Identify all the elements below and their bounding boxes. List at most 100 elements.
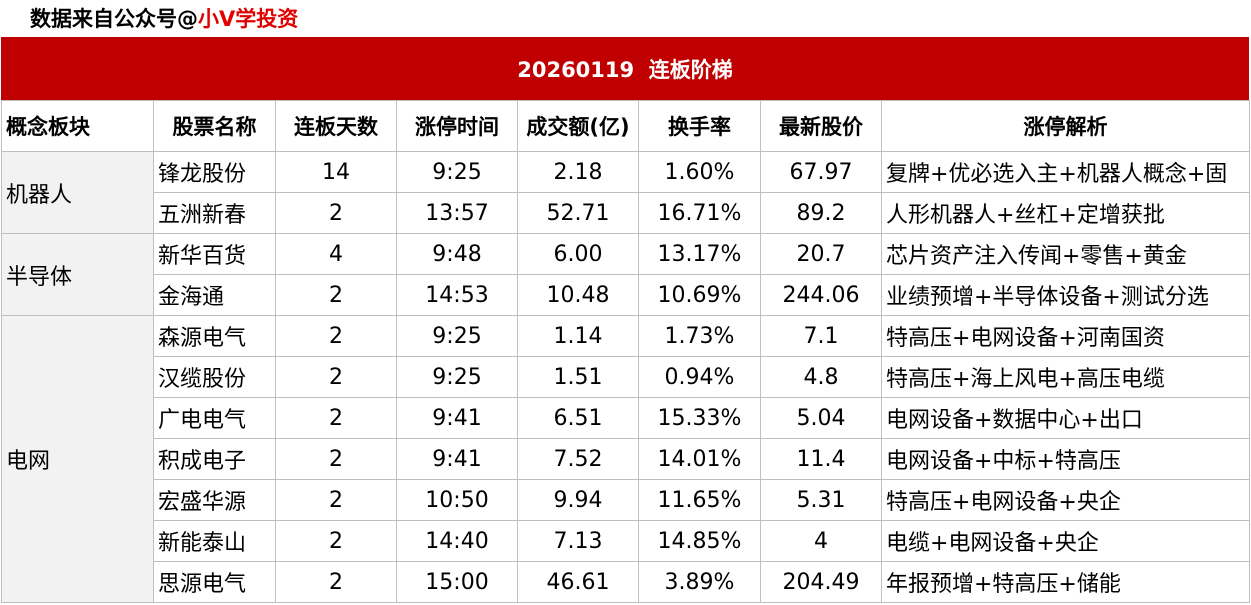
sector-cell: 电网 (1, 315, 154, 603)
reason-cell: 年报预增+特高压+储能 (881, 561, 1250, 603)
sector-cell: 半导体 (1, 233, 154, 316)
time-cell: 9:25 (396, 356, 518, 398)
table-row: 半导体 新华百货 4 9:48 6.00 13.17% 20.7 芯片资产注入传… (1, 233, 1250, 316)
sector-cell: 机器人 (1, 151, 154, 234)
time-cell: 9:48 (396, 233, 518, 275)
reason-cell: 电网设备+中标+特高压 (881, 438, 1250, 480)
stock-name-cell: 汉缆股份 (153, 356, 276, 398)
stock-name-cell: 广电电气 (153, 397, 276, 439)
amount-cell: 7.52 (517, 438, 639, 480)
amount-cell: 10.48 (517, 274, 639, 316)
reason-cell: 特高压+电网设备+央企 (881, 479, 1250, 521)
time-cell: 9:25 (396, 315, 518, 357)
days-cell: 2 (275, 274, 397, 316)
stock-name-cell: 金海通 (153, 274, 276, 316)
table-row: 电网 森源电气 2 9:25 1.14 1.73% 7.1 特高压+电网设备+河… (1, 315, 1250, 603)
price-cell: 5.31 (760, 479, 882, 521)
header-reason: 涨停解析 (881, 100, 1250, 152)
days-cell: 2 (275, 192, 397, 234)
price-cell: 4 (760, 520, 882, 562)
turnover-cell: 16.71% (638, 192, 761, 234)
days-cell: 2 (275, 356, 397, 398)
reason-cell: 复牌+优必选入主+机器人概念+固 (881, 151, 1250, 193)
table-row: 广电电气 2 9:41 6.51 15.33% 5.04 电网设备+数据中心+出… (2, 397, 1250, 439)
header-price: 最新股价 (760, 100, 882, 152)
price-cell: 89.2 (760, 192, 882, 234)
turnover-cell: 1.73% (638, 315, 761, 357)
stock-name-cell: 积成电子 (153, 438, 276, 480)
header-amount: 成交额(亿) (517, 100, 639, 152)
days-cell: 2 (275, 561, 397, 603)
time-cell: 14:40 (396, 520, 518, 562)
header-stock-name: 股票名称 (153, 100, 276, 152)
header-row: 概念板块 股票名称 连板天数 涨停时间 成交额(亿) 换手率 最新股价 涨停解析 (1, 100, 1250, 152)
table-row: 新能泰山 2 14:40 7.13 14.85% 4 电缆+电网设备+央企 (2, 520, 1250, 562)
stock-name-cell: 宏盛华源 (153, 479, 276, 521)
reason-cell: 特高压+海上风电+高压电缆 (881, 356, 1250, 398)
amount-cell: 52.71 (517, 192, 639, 234)
time-cell: 9:41 (396, 438, 518, 480)
amount-cell: 1.51 (517, 356, 639, 398)
amount-cell: 6.51 (517, 397, 639, 439)
turnover-cell: 13.17% (638, 233, 761, 275)
amount-cell: 1.14 (517, 315, 639, 357)
days-cell: 14 (275, 151, 397, 193)
source-brand: 小V学投资 (198, 7, 299, 31)
amount-cell: 9.94 (517, 479, 639, 521)
stock-name-cell: 森源电气 (153, 315, 276, 357)
limit-up-ladder-table: 概念板块 股票名称 连板天数 涨停时间 成交额(亿) 换手率 最新股价 涨停解析… (1, 100, 1250, 603)
price-cell: 7.1 (760, 315, 882, 357)
table-row: 金海通 2 14:53 10.48 10.69% 244.06 业绩预增+半导体… (2, 274, 1250, 316)
turnover-cell: 0.94% (638, 356, 761, 398)
header-consecutive-days: 连板天数 (275, 100, 397, 152)
amount-cell: 6.00 (517, 233, 639, 275)
price-cell: 11.4 (760, 438, 882, 480)
price-cell: 4.8 (760, 356, 882, 398)
days-cell: 2 (275, 479, 397, 521)
stock-name-cell: 新华百货 (153, 233, 276, 275)
stock-name-cell: 五洲新春 (153, 192, 276, 234)
price-cell: 204.49 (760, 561, 882, 603)
amount-cell: 46.61 (517, 561, 639, 603)
table-row: 积成电子 2 9:41 7.52 14.01% 11.4 电网设备+中标+特高压 (2, 438, 1250, 480)
time-cell: 9:25 (396, 151, 518, 193)
days-cell: 2 (275, 520, 397, 562)
time-cell: 14:53 (396, 274, 518, 316)
turnover-cell: 14.01% (638, 438, 761, 480)
reason-cell: 人形机器人+丝杠+定增获批 (881, 192, 1250, 234)
header-sector: 概念板块 (1, 100, 154, 152)
time-cell: 15:00 (396, 561, 518, 603)
turnover-cell: 1.60% (638, 151, 761, 193)
table-row: 五洲新春 2 13:57 52.71 16.71% 89.2 人形机器人+丝杠+… (2, 192, 1250, 234)
time-cell: 9:41 (396, 397, 518, 439)
reason-cell: 电缆+电网设备+央企 (881, 520, 1250, 562)
reason-cell: 芯片资产注入传闻+零售+黄金 (881, 233, 1250, 275)
days-cell: 2 (275, 397, 397, 439)
table-title: 20260119 连板阶梯 (1, 37, 1249, 100)
price-cell: 67.97 (760, 151, 882, 193)
header-turnover: 换手率 (638, 100, 761, 152)
time-cell: 13:57 (396, 192, 518, 234)
turnover-cell: 3.89% (638, 561, 761, 603)
turnover-cell: 11.65% (638, 479, 761, 521)
header-limit-up-time: 涨停时间 (396, 100, 518, 152)
days-cell: 2 (275, 315, 397, 357)
price-cell: 20.7 (760, 233, 882, 275)
stock-name-cell: 新能泰山 (153, 520, 276, 562)
turnover-cell: 15.33% (638, 397, 761, 439)
reason-cell: 电网设备+数据中心+出口 (881, 397, 1250, 439)
table-row: 汉缆股份 2 9:25 1.51 0.94% 4.8 特高压+海上风电+高压电缆 (2, 356, 1250, 398)
amount-cell: 2.18 (517, 151, 639, 193)
time-cell: 10:50 (396, 479, 518, 521)
stock-name-cell: 思源电气 (153, 561, 276, 603)
source-credit: 数据来自公众号@小V学投资 (30, 4, 298, 34)
days-cell: 4 (275, 233, 397, 275)
reason-cell: 特高压+电网设备+河南国资 (881, 315, 1250, 357)
reason-cell: 业绩预增+半导体设备+测试分选 (881, 274, 1250, 316)
turnover-cell: 10.69% (638, 274, 761, 316)
price-cell: 5.04 (760, 397, 882, 439)
days-cell: 2 (275, 438, 397, 480)
source-prefix: 数据来自公众号@ (30, 7, 198, 31)
table-row: 思源电气 2 15:00 46.61 3.89% 204.49 年报预增+特高压… (2, 561, 1250, 603)
amount-cell: 7.13 (517, 520, 639, 562)
